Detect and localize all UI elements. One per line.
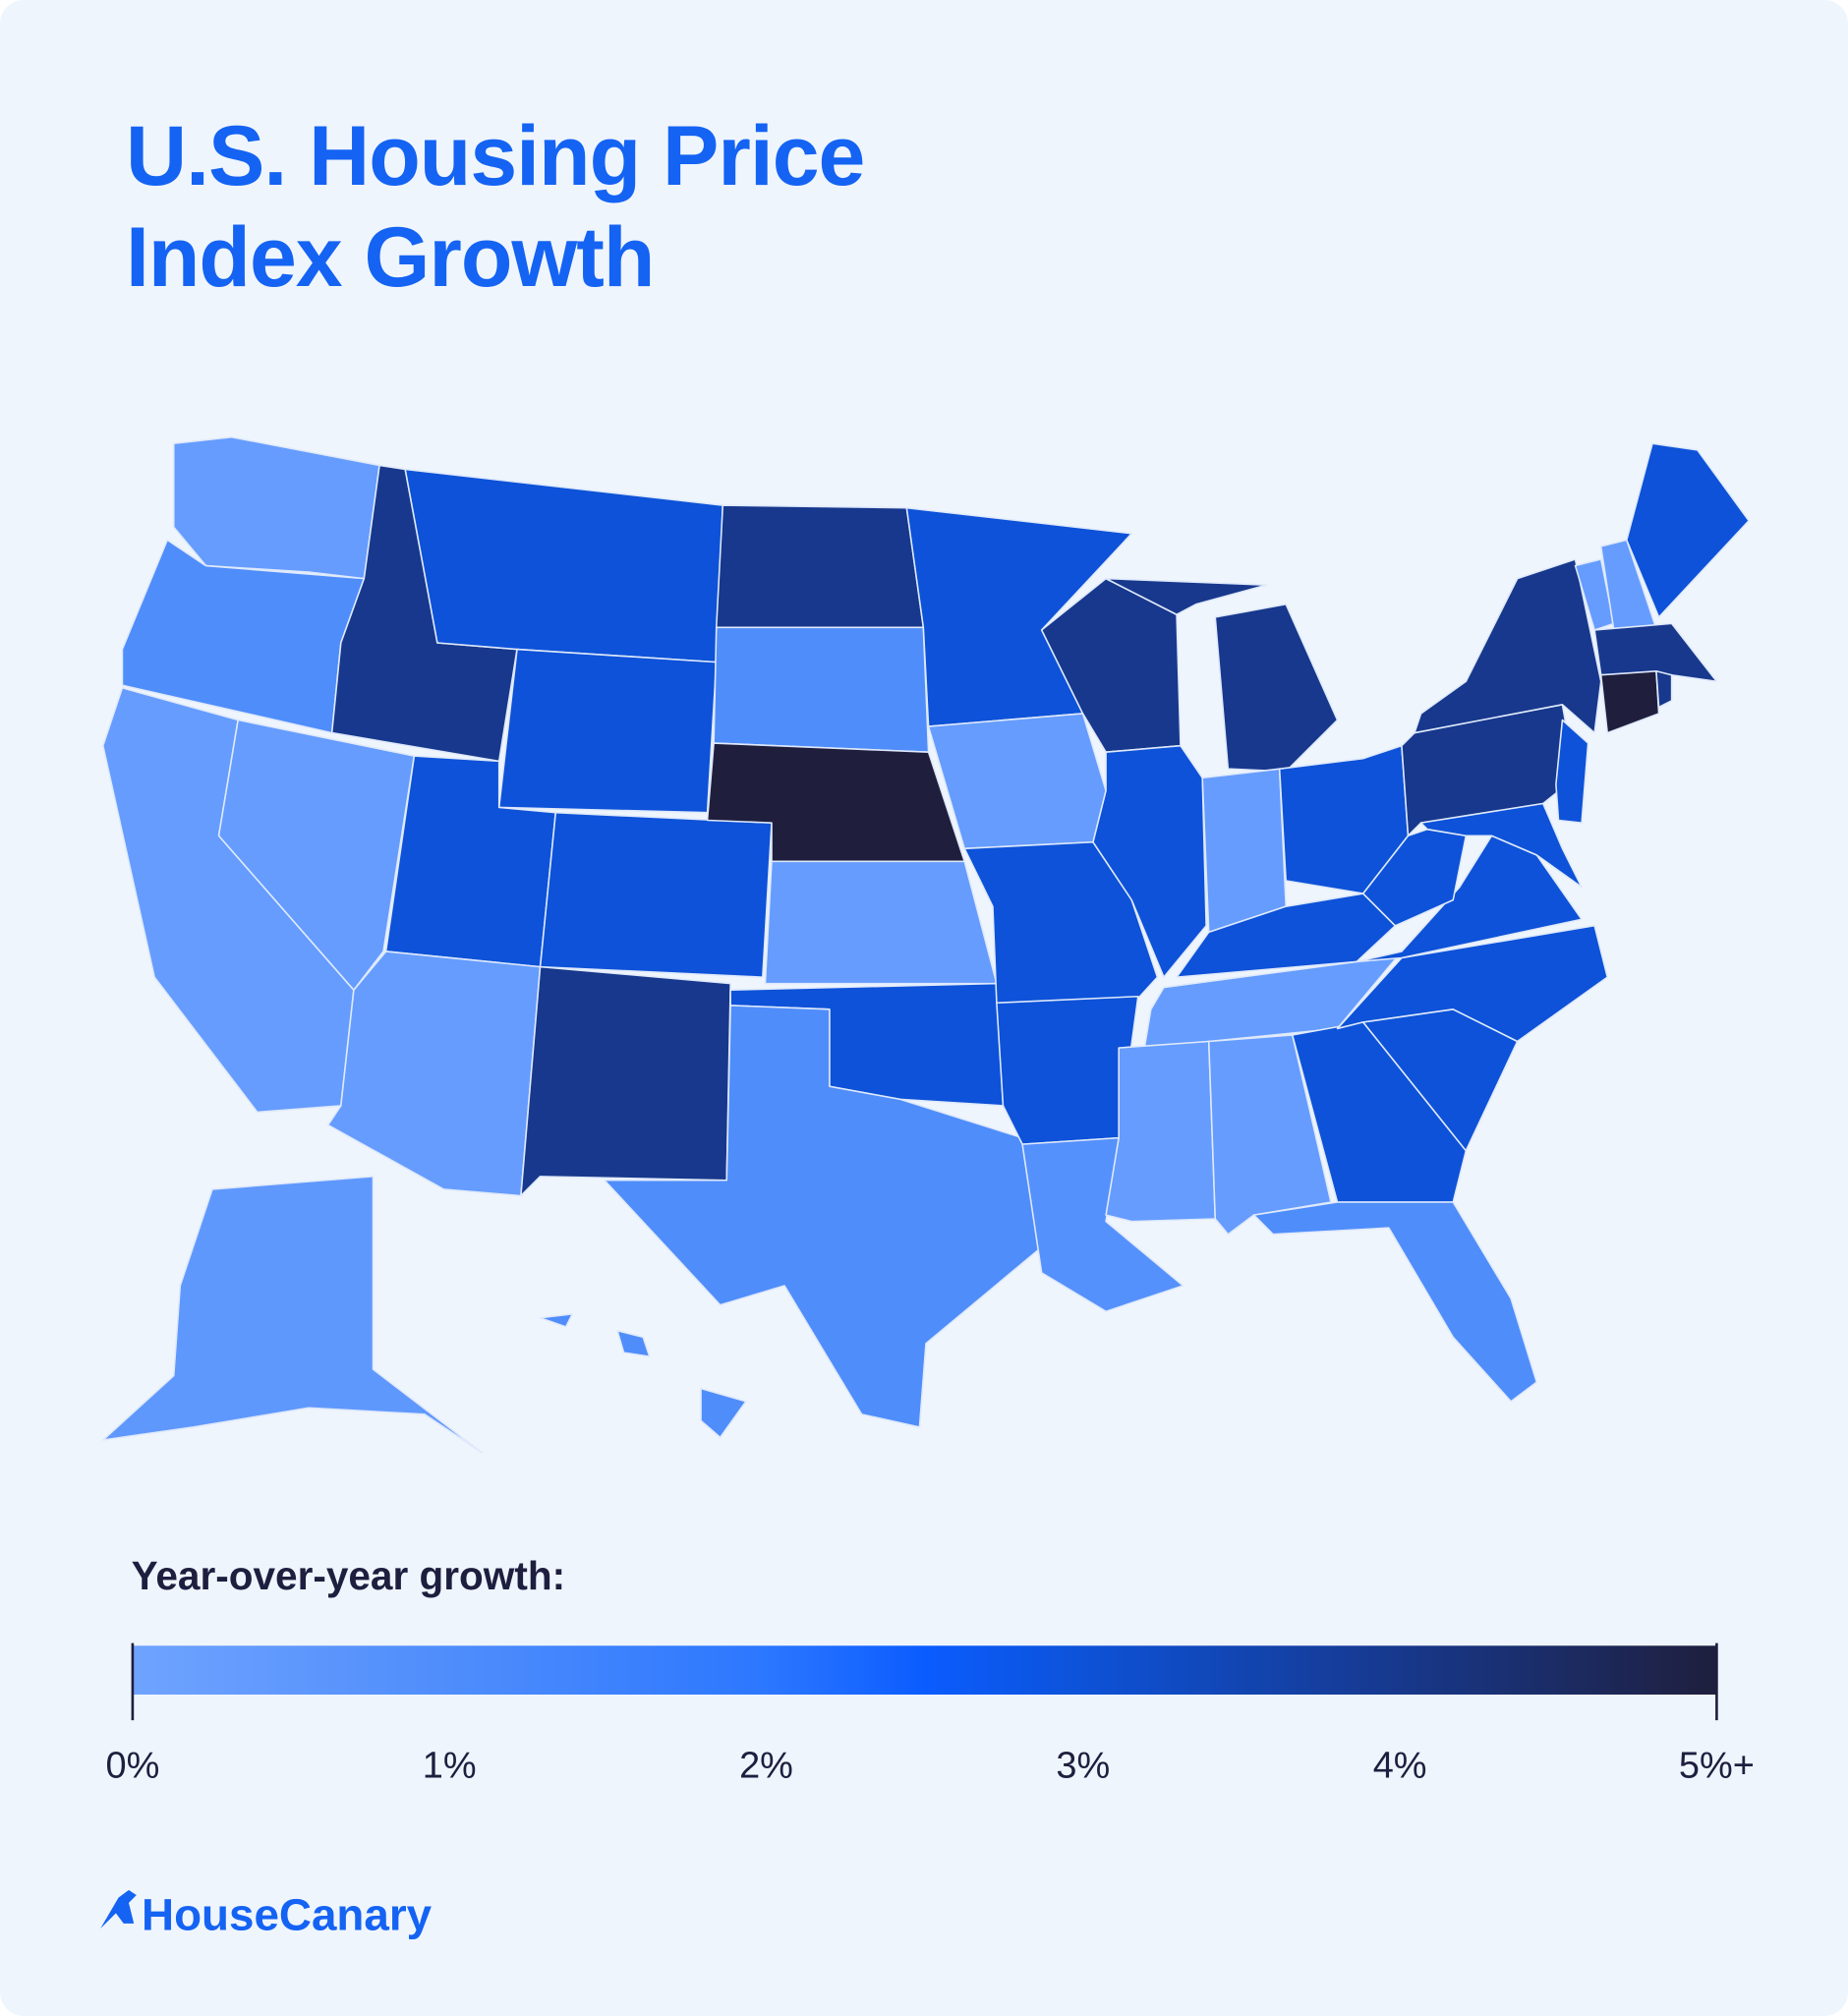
state: [1626, 442, 1750, 618]
state: [1336, 925, 1609, 1043]
state: [1599, 670, 1660, 734]
state: [616, 1330, 651, 1357]
state: [1201, 768, 1287, 934]
states: [102, 435, 1750, 1454]
state: [1414, 558, 1602, 734]
state: [217, 719, 416, 991]
legend-title: Year-over-year growth:: [132, 1553, 566, 1598]
state: [1593, 622, 1718, 683]
state: [539, 1313, 574, 1328]
tick-label: 1%: [423, 1746, 477, 1787]
colorbar: [132, 1645, 1717, 1695]
brand-icon: [100, 1889, 137, 1930]
tick-label: 3%: [1056, 1746, 1110, 1787]
state: [404, 468, 724, 663]
state: [1655, 670, 1673, 709]
title: U.S. Housing Price Index Growth: [126, 109, 865, 306]
state: [1252, 1201, 1538, 1403]
state: [1092, 744, 1207, 978]
state: [102, 1176, 484, 1454]
state: [1555, 719, 1589, 824]
tick-label: 5%+: [1679, 1746, 1755, 1787]
state: [1105, 577, 1268, 616]
state: [713, 626, 930, 753]
state: [715, 504, 925, 629]
state: [764, 860, 998, 985]
state: [996, 995, 1139, 1145]
state: [1419, 802, 1583, 889]
state: [520, 965, 731, 1197]
brand-logo: HouseCanary: [100, 1889, 433, 1940]
state: [326, 950, 542, 1197]
brand: HouseCanary: [142, 1890, 433, 1940]
tick-label: 4%: [1373, 1746, 1427, 1787]
state: [927, 713, 1107, 850]
state: [497, 648, 718, 814]
state: [1105, 1040, 1217, 1223]
state: [539, 811, 773, 978]
tick-label: 0%: [105, 1746, 159, 1787]
state: [172, 435, 380, 580]
legend: 0% 1% 2% 3% 4% 5%+: [105, 1642, 1755, 1787]
tick-label: 2%: [739, 1746, 793, 1787]
state: [700, 1387, 747, 1439]
state: [1214, 603, 1339, 773]
state: [604, 1005, 1043, 1428]
